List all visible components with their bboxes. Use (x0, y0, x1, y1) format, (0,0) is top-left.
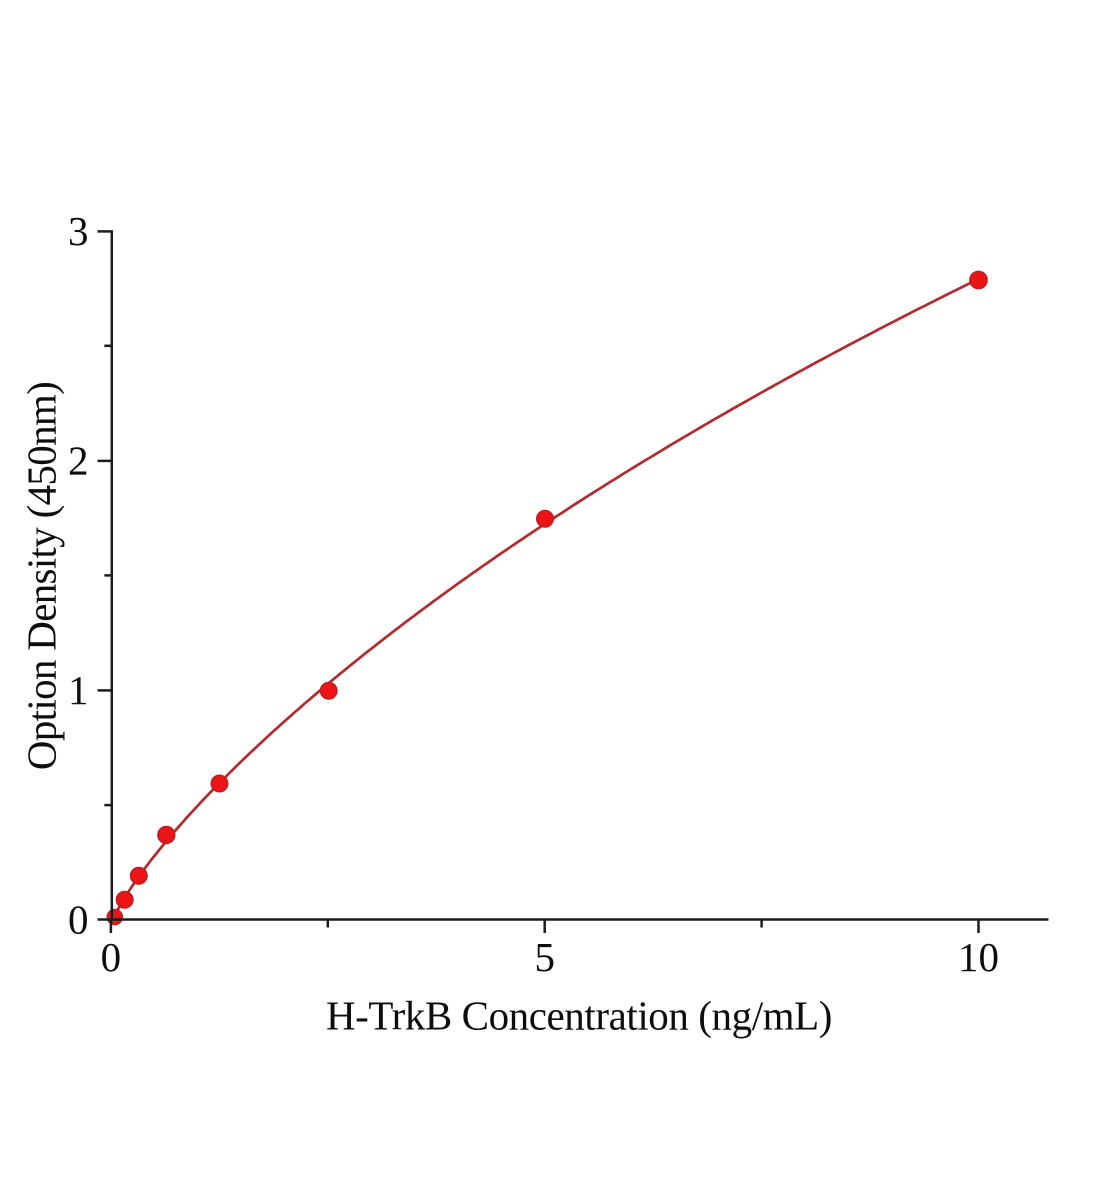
svg-text:H-TrkB Concentration (ng/mL): H-TrkB Concentration (ng/mL) (326, 993, 832, 1039)
svg-text:0: 0 (101, 934, 122, 980)
svg-text:Option Density (450nm): Option Density (450nm) (19, 382, 65, 770)
svg-text:1: 1 (68, 667, 89, 713)
svg-text:10: 10 (958, 934, 999, 980)
svg-text:5: 5 (534, 934, 555, 980)
svg-text:2: 2 (68, 437, 89, 483)
svg-text:0: 0 (68, 896, 89, 942)
svg-text:3: 3 (68, 208, 89, 254)
